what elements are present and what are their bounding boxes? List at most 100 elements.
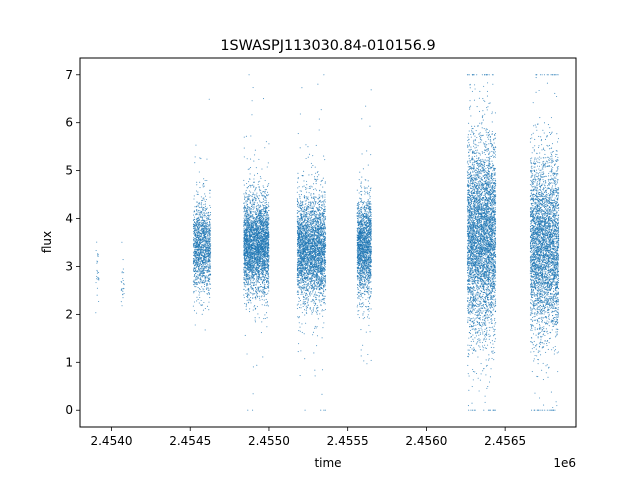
data-point	[315, 144, 317, 146]
data-point	[267, 274, 269, 276]
data-point	[249, 254, 252, 256]
data-point	[203, 243, 205, 245]
data-point	[201, 213, 203, 215]
data-point	[252, 366, 254, 368]
data-point	[264, 287, 266, 289]
data-point	[208, 220, 210, 222]
data-point	[260, 231, 262, 233]
data-point	[193, 211, 195, 213]
data-point	[264, 293, 266, 296]
data-point	[248, 289, 250, 291]
data-point	[249, 242, 251, 244]
data-point	[248, 199, 250, 201]
data-point	[259, 251, 261, 253]
data-point	[253, 226, 255, 228]
data-point	[245, 306, 247, 308]
data-point	[252, 262, 254, 264]
data-point	[195, 244, 197, 246]
data-point	[267, 253, 269, 255]
data-point	[205, 207, 207, 209]
data-point	[208, 242, 210, 244]
data-point	[248, 278, 250, 280]
data-point	[267, 207, 269, 209]
data-point	[193, 210, 195, 212]
data-point	[258, 261, 260, 263]
data-point	[246, 229, 248, 231]
data-point	[243, 220, 245, 222]
data-point	[258, 206, 260, 208]
data-point	[244, 197, 246, 199]
data-point	[262, 243, 264, 245]
data-point	[199, 275, 201, 277]
data-point	[251, 198, 253, 200]
data-point	[209, 192, 211, 194]
data-point	[204, 201, 206, 203]
data-point	[246, 220, 248, 222]
data-point	[268, 143, 270, 145]
data-point	[261, 291, 263, 293]
observing-season-points	[296, 74, 327, 411]
data-point	[258, 219, 260, 221]
data-point	[207, 231, 209, 233]
data-point	[247, 186, 250, 188]
data-point	[251, 229, 253, 231]
data-point	[202, 219, 204, 221]
data-point	[263, 270, 265, 272]
data-point	[267, 252, 269, 254]
data-point	[198, 219, 200, 221]
data-point	[204, 224, 207, 226]
data-point	[208, 257, 210, 259]
data-point	[319, 221, 321, 223]
data-point	[246, 299, 248, 301]
data-point	[263, 210, 265, 212]
data-point	[200, 224, 202, 226]
data-point	[201, 244, 203, 246]
data-point	[209, 237, 211, 239]
data-point	[96, 287, 98, 289]
data-point	[210, 273, 212, 276]
data-point	[193, 246, 195, 248]
data-point	[246, 238, 248, 240]
data-point	[255, 284, 257, 286]
data-point	[199, 202, 201, 204]
data-point	[256, 192, 258, 194]
data-point	[202, 264, 205, 266]
data-point	[259, 262, 261, 265]
data-point	[207, 212, 209, 214]
data-point	[260, 254, 262, 256]
data-point	[262, 195, 264, 197]
data-point	[265, 196, 267, 198]
data-point	[256, 234, 258, 236]
data-point	[250, 252, 252, 254]
data-point	[258, 274, 260, 276]
data-point	[258, 216, 261, 218]
data-point	[201, 280, 203, 282]
data-point	[202, 231, 204, 233]
data-point	[265, 236, 267, 238]
data-point	[206, 226, 208, 228]
data-point	[122, 259, 124, 261]
data-point	[206, 235, 208, 237]
data-point	[249, 167, 252, 169]
data-point	[245, 240, 248, 242]
data-point	[249, 216, 251, 218]
data-point	[263, 195, 265, 197]
data-point	[243, 227, 245, 229]
data-point	[248, 224, 250, 226]
data-point	[263, 271, 265, 273]
data-point	[196, 224, 198, 226]
data-point	[249, 236, 251, 238]
data-point	[257, 289, 260, 291]
data-point	[266, 166, 268, 168]
data-point	[202, 235, 204, 237]
data-point	[243, 228, 245, 230]
data-point	[246, 182, 248, 185]
data-point	[201, 235, 203, 238]
data-point	[199, 239, 201, 241]
data-point	[258, 195, 260, 197]
data-point	[260, 221, 262, 223]
data-point	[259, 261, 261, 263]
data-point	[209, 259, 211, 261]
data-point	[243, 275, 245, 277]
data-point	[250, 275, 252, 277]
